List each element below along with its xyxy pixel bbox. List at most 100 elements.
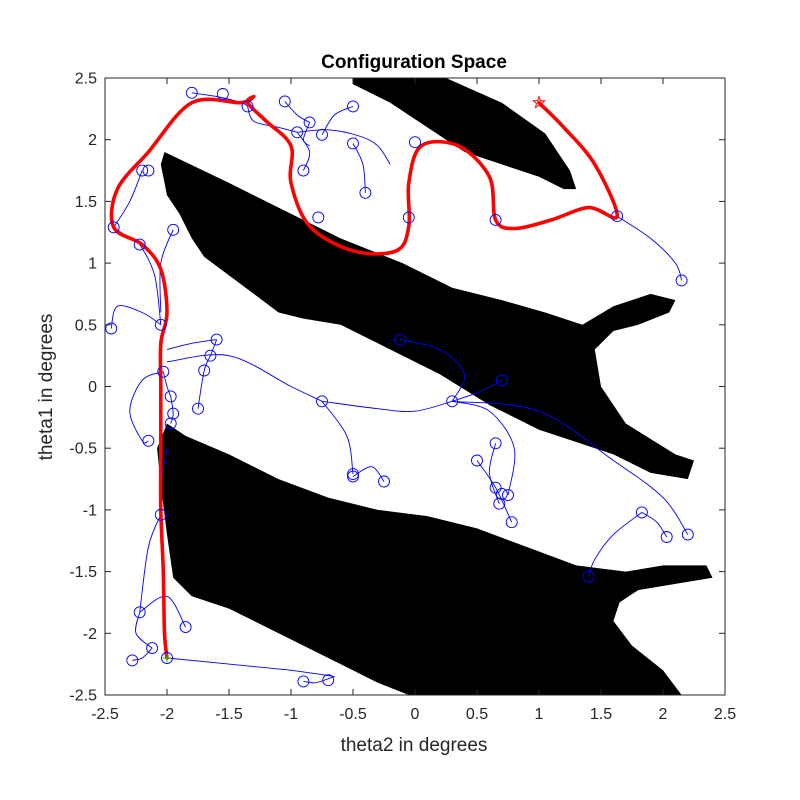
obstacle-region-3 xyxy=(157,423,713,695)
tree-edge-13 xyxy=(110,305,162,329)
tree-edge-15 xyxy=(197,339,218,409)
y-tick-label: 0.5 xyxy=(75,317,97,334)
tree-node-49 xyxy=(660,531,673,543)
x-tick-label: -1.5 xyxy=(215,706,243,723)
y-tick-label: -2.5 xyxy=(69,688,97,705)
tree-node-5 xyxy=(303,116,316,129)
tree-edge-25 xyxy=(488,443,500,504)
tree-node-3 xyxy=(241,100,254,113)
tree-node-19 xyxy=(133,238,146,251)
y-tick-label: 0 xyxy=(88,379,97,396)
tree-node-8 xyxy=(347,100,359,113)
path-layer xyxy=(109,94,619,660)
tree-node-30 xyxy=(167,407,180,420)
y-tick-label: -2 xyxy=(83,626,97,643)
x-tick-label: 2.5 xyxy=(714,706,736,723)
chart-title: Configuration Space xyxy=(321,52,507,73)
x-tick-label: 0.5 xyxy=(466,706,488,723)
tree-edge-20 xyxy=(321,400,453,413)
tree-node-55 xyxy=(146,642,159,655)
tree-node-31 xyxy=(164,417,177,430)
x-tick-label: -2.5 xyxy=(91,706,119,723)
tree-node-50 xyxy=(681,528,694,541)
y-axis-label: theta1 in degrees xyxy=(36,314,57,461)
x-tick-label: -1 xyxy=(284,706,298,723)
x-axis-label: theta2 in degrees xyxy=(341,735,488,756)
tree-node-53 xyxy=(133,606,146,619)
tree-edge-16 xyxy=(162,371,172,397)
x-tick-label: 2 xyxy=(659,706,668,723)
tree-node-37 xyxy=(495,374,508,387)
tree-edge-18 xyxy=(129,371,164,444)
y-tick-label: 2 xyxy=(88,132,97,149)
tree-node-22 xyxy=(167,223,180,236)
goal-marker xyxy=(532,95,546,109)
tree-node-2 xyxy=(216,88,229,100)
tree-edge-17 xyxy=(170,396,174,424)
tree-edge-19 xyxy=(166,354,323,402)
tree-node-20 xyxy=(136,164,149,177)
x-tick-label: 1.5 xyxy=(590,706,612,723)
tree-node-16 xyxy=(611,210,624,223)
tree-node-23 xyxy=(154,318,167,331)
tree-node-14 xyxy=(409,136,421,149)
tree-node-54 xyxy=(179,621,192,634)
x-tick-label: -0.5 xyxy=(339,706,367,723)
tree-node-43 xyxy=(493,497,506,510)
tree-edge-5 xyxy=(302,122,311,147)
tree-node-17 xyxy=(675,274,688,287)
tree-node-36 xyxy=(446,395,459,408)
tree-node-38 xyxy=(489,437,502,450)
tree-edge-36 xyxy=(166,657,335,677)
tree-node-1 xyxy=(185,86,198,99)
tree-node-24 xyxy=(105,322,118,335)
obstacle-layer xyxy=(157,78,713,695)
tree-node-35 xyxy=(394,333,407,346)
tree-node-27 xyxy=(198,364,211,377)
y-tick-label: -1 xyxy=(83,502,97,519)
tree-edge-27 xyxy=(321,401,354,475)
tree-node-4 xyxy=(278,95,291,108)
tree-node-7 xyxy=(316,128,328,141)
tree-edge-6 xyxy=(352,143,366,193)
tree-node-9 xyxy=(347,137,359,150)
obstacle-region-2 xyxy=(160,152,695,480)
tree-nodes-layer xyxy=(105,86,694,688)
tree-node-25 xyxy=(210,333,223,346)
tree-node-45 xyxy=(347,468,359,481)
y-tick-label: -0.5 xyxy=(69,441,97,458)
tree-node-11 xyxy=(297,164,310,177)
tree-node-42 xyxy=(502,489,514,502)
tree-node-32 xyxy=(192,402,204,415)
tree-edge-37 xyxy=(303,676,335,684)
tree-node-28 xyxy=(157,365,170,378)
tree-node-13 xyxy=(402,211,415,224)
tree-edge-1 xyxy=(191,92,248,107)
tree-edge-33 xyxy=(139,595,186,628)
tree-node-59 xyxy=(322,674,335,687)
tree-edge-12 xyxy=(159,229,174,313)
tree-edge-30 xyxy=(588,512,643,577)
rrt-tree-layer xyxy=(110,92,689,684)
y-tick-label: 1.5 xyxy=(75,194,97,211)
x-tick-label: 1 xyxy=(535,706,544,723)
endpoint-markers-layer xyxy=(163,95,546,662)
tree-edge-29 xyxy=(641,512,668,538)
tree-node-21 xyxy=(142,164,155,177)
tree-edge-23 xyxy=(452,400,516,496)
tree-node-58 xyxy=(297,675,310,688)
tree-edge-21 xyxy=(399,339,466,402)
y-tick-label: 2.5 xyxy=(75,71,97,88)
tree-edge-32 xyxy=(139,514,162,613)
tree-edge-2 xyxy=(247,106,298,133)
tree-node-10 xyxy=(359,186,372,199)
axis-ticks: -2.5 -2 -1.5 -1 -0.5 0 0.5 1 1.5 2 2.5 -2.5 -2 -1.5 -1… xyxy=(69,71,736,724)
y-tick-label: -1.5 xyxy=(69,564,97,581)
tree-node-51 xyxy=(582,570,595,583)
tree-edge-35 xyxy=(132,647,153,661)
tree-node-57 xyxy=(161,652,173,664)
tree-node-52 xyxy=(154,508,167,521)
tree-node-33 xyxy=(142,434,155,447)
tree-node-44 xyxy=(505,516,518,529)
tree-edge-3 xyxy=(297,129,391,165)
